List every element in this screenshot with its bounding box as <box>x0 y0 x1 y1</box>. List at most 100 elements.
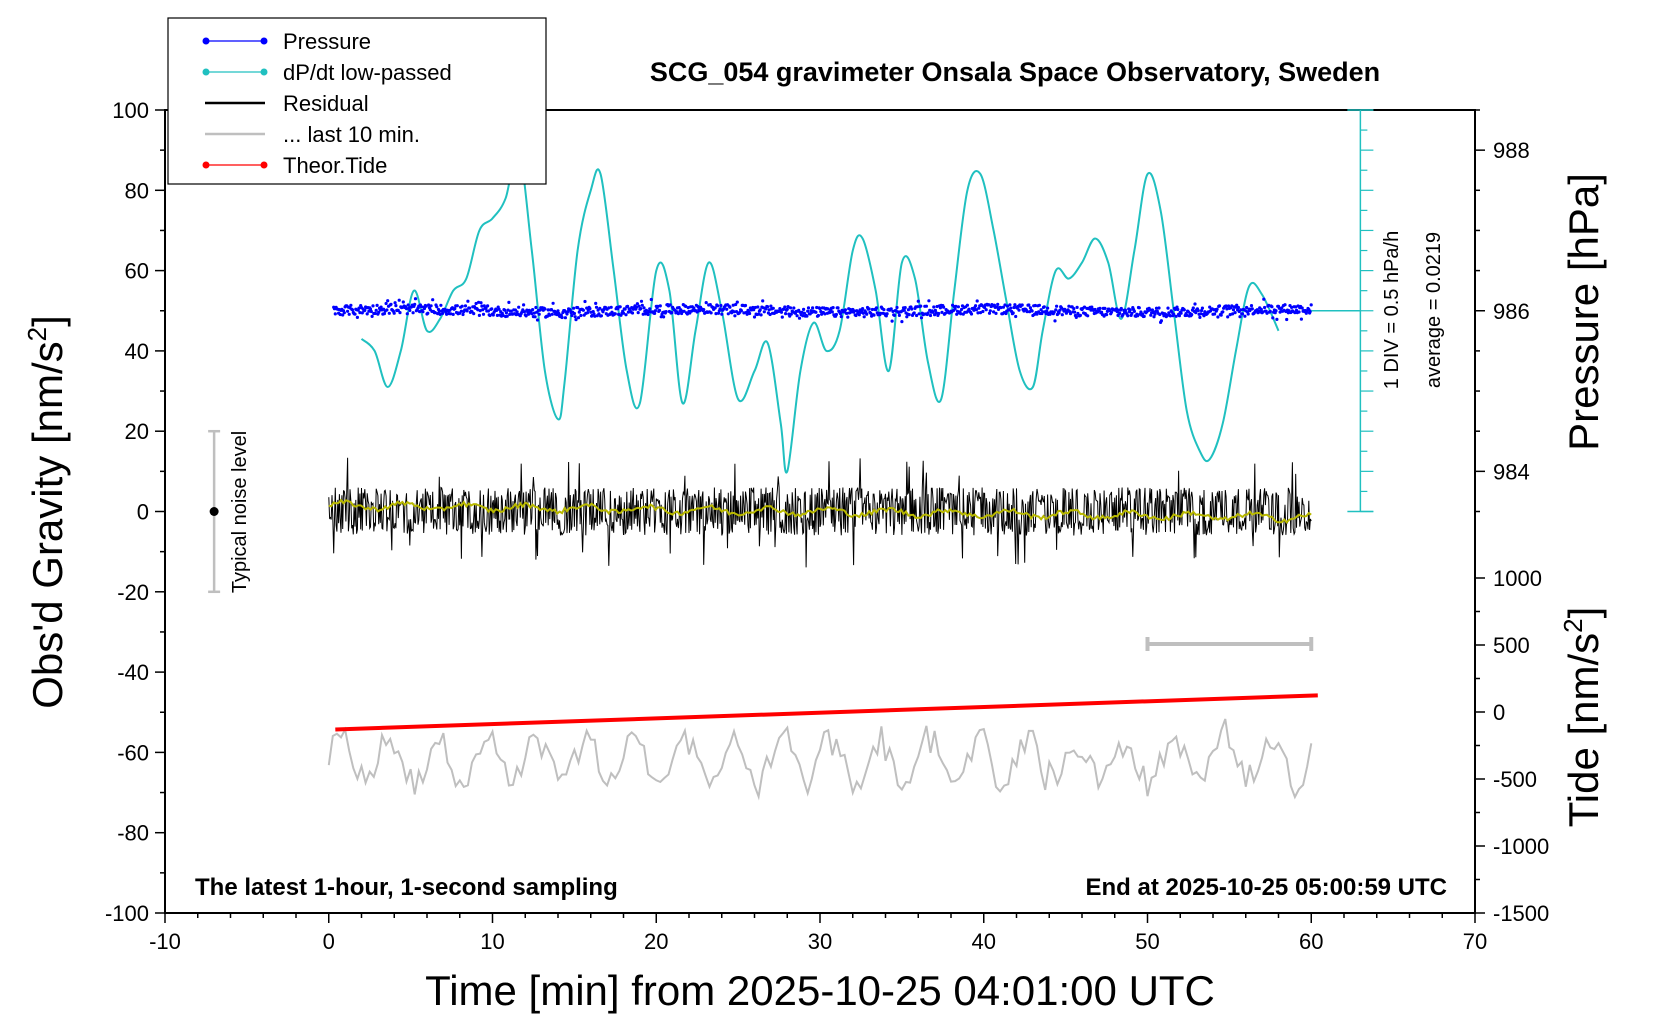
pressure-point <box>1014 314 1018 319</box>
pressure-point <box>585 311 590 315</box>
pressure-point <box>1283 303 1287 307</box>
pressure-point <box>867 307 871 311</box>
pressure-point <box>885 312 889 316</box>
pressure-point <box>942 305 946 309</box>
pressure-point <box>769 304 773 308</box>
pressure-point <box>725 307 729 311</box>
pressure-point <box>1267 303 1271 307</box>
pressure-point <box>394 304 398 308</box>
pressure-point <box>1196 309 1200 313</box>
pressure-point <box>933 308 938 312</box>
pressure-point <box>767 308 771 312</box>
pressure-point <box>506 308 510 312</box>
pressure-point <box>720 312 724 316</box>
pressure-point <box>892 313 897 317</box>
pressure-point <box>1033 303 1037 308</box>
pressure-point <box>429 304 433 308</box>
pressure-point <box>731 303 735 307</box>
pressure-point <box>766 305 770 309</box>
legend-dot <box>260 68 268 76</box>
pressure-point <box>639 307 643 311</box>
pressure-point <box>879 311 883 315</box>
pressure-point <box>505 314 509 318</box>
pressure-point <box>548 313 552 317</box>
dpdt-average-label: average = 0.0219 <box>1423 232 1445 388</box>
pressure-point <box>1042 305 1046 309</box>
y-tick-label: -80 <box>117 821 149 846</box>
legend-label: Residual <box>283 91 369 116</box>
pressure-point <box>621 311 626 315</box>
y-axis-ticks: -100 -80 -60 -40 -20 0 20 40 60 80 100 <box>105 98 165 926</box>
pressure-point <box>522 303 526 307</box>
pressure-point <box>1025 310 1029 314</box>
pressure-point <box>927 299 931 303</box>
pressure-point <box>768 312 772 317</box>
pressure-point <box>956 305 961 309</box>
pressure-point <box>1182 308 1186 312</box>
pressure-point <box>422 306 427 311</box>
pressure-point <box>1226 315 1230 319</box>
pressure-point <box>1228 313 1232 317</box>
pressure-point <box>579 313 583 318</box>
pressure-point <box>1174 314 1178 318</box>
pressure-point <box>1075 305 1079 309</box>
pressure-point <box>495 313 499 317</box>
pressure-point <box>806 309 810 313</box>
pressure-point <box>437 309 441 314</box>
pressure-point <box>530 312 534 316</box>
pressure-point <box>759 313 763 317</box>
pressure-point <box>1261 310 1265 314</box>
pressure-point <box>346 309 350 313</box>
pressure-point <box>862 315 866 319</box>
pressure-point <box>992 310 996 314</box>
pressure-point <box>397 298 401 302</box>
pressure-point <box>1058 308 1062 312</box>
pressure-point <box>1199 312 1203 316</box>
pressure-point <box>481 308 485 312</box>
pressure-point <box>959 312 963 316</box>
pressure-point <box>384 301 388 306</box>
pressure-point <box>618 305 622 309</box>
pressure-point <box>333 312 337 316</box>
pressure-point <box>626 304 630 308</box>
pressure-point <box>413 297 418 301</box>
pressure-point <box>1126 314 1130 318</box>
pressure-point <box>1190 313 1194 317</box>
pressure-point <box>431 298 435 302</box>
pressure-point <box>742 311 746 315</box>
pressure-point <box>953 307 957 311</box>
pressure-point <box>972 308 976 312</box>
pressure-tick-label: 988 <box>1493 138 1530 163</box>
dpdt-line <box>360 148 1280 474</box>
legend: Pressure dP/dt low-passed Residual ... last… <box>167 17 547 185</box>
pressure-point <box>1185 313 1189 317</box>
pressure-point <box>1165 313 1169 317</box>
pressure-point <box>593 314 597 318</box>
y-tick-label: -60 <box>117 740 149 765</box>
pressure-point <box>371 304 375 308</box>
pressure-point <box>897 313 902 317</box>
pressure-point <box>709 311 713 315</box>
pressure-point <box>535 318 540 322</box>
pressure-point <box>935 304 939 309</box>
pressure-point <box>969 312 974 316</box>
pressure-point <box>1020 303 1024 307</box>
pressure-point <box>472 312 476 316</box>
pressure-point <box>532 311 536 315</box>
y-tick-label: -20 <box>117 580 149 605</box>
pressure-point <box>594 305 599 309</box>
pressure-point <box>1168 314 1172 318</box>
pressure-point <box>387 311 391 315</box>
pressure-point <box>568 308 572 312</box>
pressure-point <box>1280 306 1284 310</box>
pressure-point <box>426 311 430 315</box>
pressure-point <box>424 304 428 308</box>
pressure-point <box>1308 309 1312 313</box>
pressure-point <box>574 318 578 322</box>
pressure-point <box>1300 306 1304 310</box>
pressure-point <box>1100 310 1104 314</box>
pressure-point <box>418 310 422 314</box>
pressure-point <box>573 315 577 319</box>
pressure-tick-label: 984 <box>1493 459 1530 484</box>
pressure-point <box>413 302 417 306</box>
